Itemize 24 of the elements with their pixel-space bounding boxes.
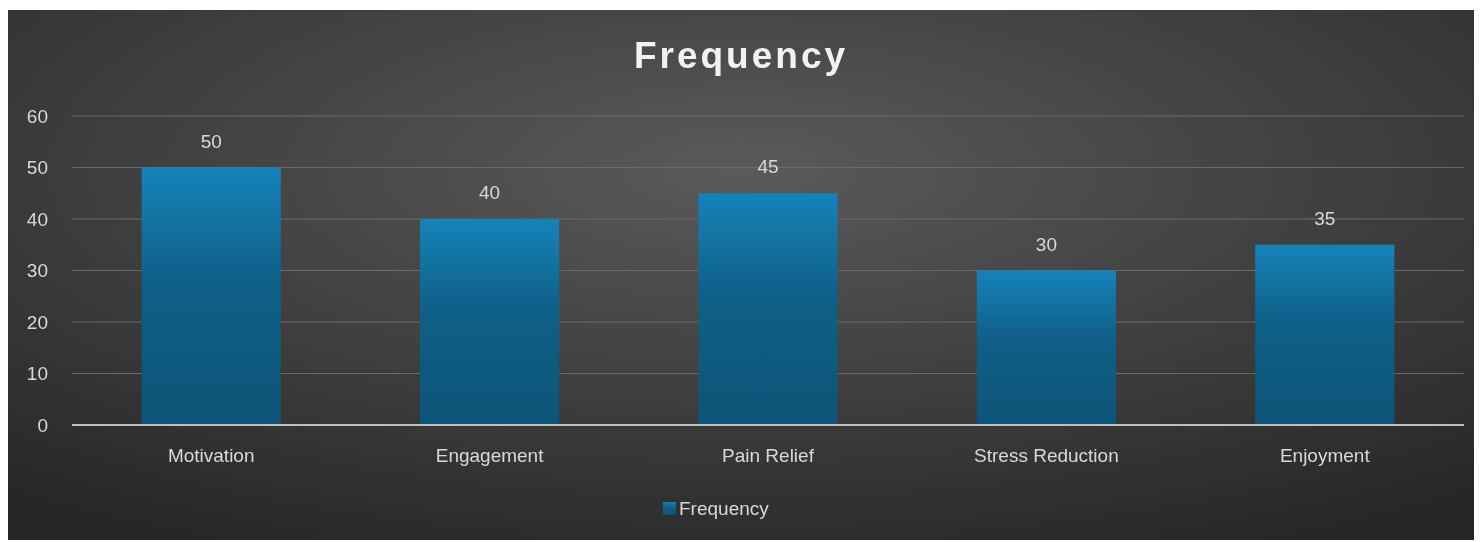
y-tick-label: 10	[26, 363, 48, 385]
data-label: 35	[1314, 207, 1336, 229]
chart-title: Frequency	[633, 35, 849, 76]
y-tick-label: 30	[26, 260, 48, 282]
y-tick-label: 40	[26, 208, 48, 230]
bar	[141, 167, 281, 425]
y-tick-label: 60	[26, 105, 48, 127]
bar	[976, 270, 1116, 425]
bar	[698, 193, 838, 425]
y-tick-label: 20	[26, 311, 48, 333]
data-label: 40	[479, 182, 501, 203]
y-tick-label: 50	[26, 157, 48, 179]
x-tick-label: Engagement	[435, 445, 545, 466]
x-tick-label: Enjoyment	[1279, 445, 1371, 466]
data-label: 45	[757, 156, 779, 178]
y-tick-label: 0	[37, 414, 48, 436]
data-label: 30	[1035, 233, 1057, 255]
data-label: 50	[200, 130, 222, 152]
bar	[1255, 244, 1395, 425]
x-tick-label: Stress Reduction	[974, 445, 1119, 466]
legend-label: Frequency	[679, 497, 770, 519]
bar	[420, 219, 560, 425]
x-tick-label: Motivation	[167, 445, 255, 466]
x-tick-label: Pain Relief	[722, 445, 815, 466]
